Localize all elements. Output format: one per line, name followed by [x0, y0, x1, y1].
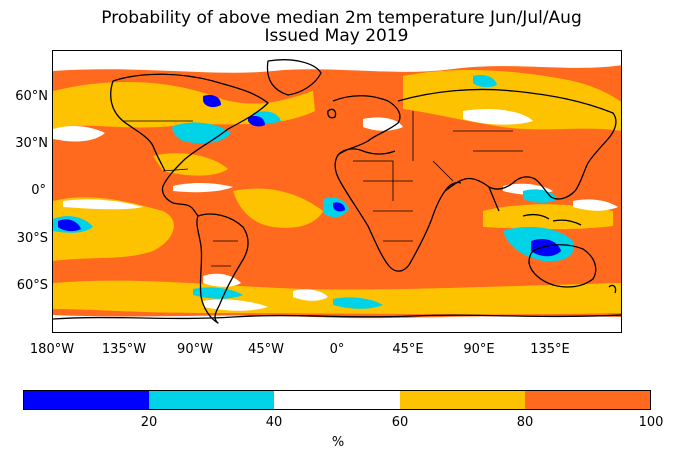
- lon-tick-90w: 90°W: [177, 342, 213, 357]
- lon-tick-90e: 90°E: [463, 342, 495, 357]
- lat-tick-30s: 30°S: [16, 231, 48, 246]
- colorbar: [23, 390, 651, 410]
- lon-tick-135w: 135°W: [101, 342, 147, 357]
- map-subtitle: Issued May 2019: [264, 26, 409, 46]
- lat-tick-60n: 60°N: [15, 89, 48, 104]
- lon-tick-0: 0°: [329, 342, 345, 357]
- colorbar-unit-label: %: [331, 435, 345, 450]
- lon-tick-180w: 180°W: [29, 342, 75, 357]
- colorbar-tick-100: 100: [638, 415, 664, 430]
- map-title: Probability of above median 2m temperatu…: [101, 8, 582, 28]
- lon-tick-45w: 45°W: [248, 342, 284, 357]
- colorbar-segment-20-40: [149, 391, 275, 409]
- colorbar-segment-40-60: [274, 391, 400, 409]
- lat-tick-30n: 30°N: [15, 136, 48, 151]
- colorbar-segment-0-20: [24, 391, 150, 409]
- white-probability-regions: [53, 51, 621, 332]
- lat-tick-60s: 60°S: [16, 278, 48, 293]
- country-borders: [123, 111, 523, 267]
- colorbar-tick-80: 80: [516, 415, 534, 430]
- blue-probability-regions: [58, 95, 561, 257]
- lon-tick-135e: 135°E: [530, 342, 570, 357]
- lat-tick-0: 0°: [31, 183, 46, 198]
- colorbar-tick-20: 20: [140, 415, 158, 430]
- colorbar-segment-60-80: [399, 391, 525, 409]
- colorbar-segment-80-100: [524, 391, 651, 409]
- coastlines: [53, 59, 621, 324]
- colorbar-tick-40: 40: [265, 415, 283, 430]
- probability-map: [52, 50, 622, 333]
- lon-tick-45e: 45°E: [392, 342, 424, 357]
- colorbar-tick-60: 60: [391, 415, 409, 430]
